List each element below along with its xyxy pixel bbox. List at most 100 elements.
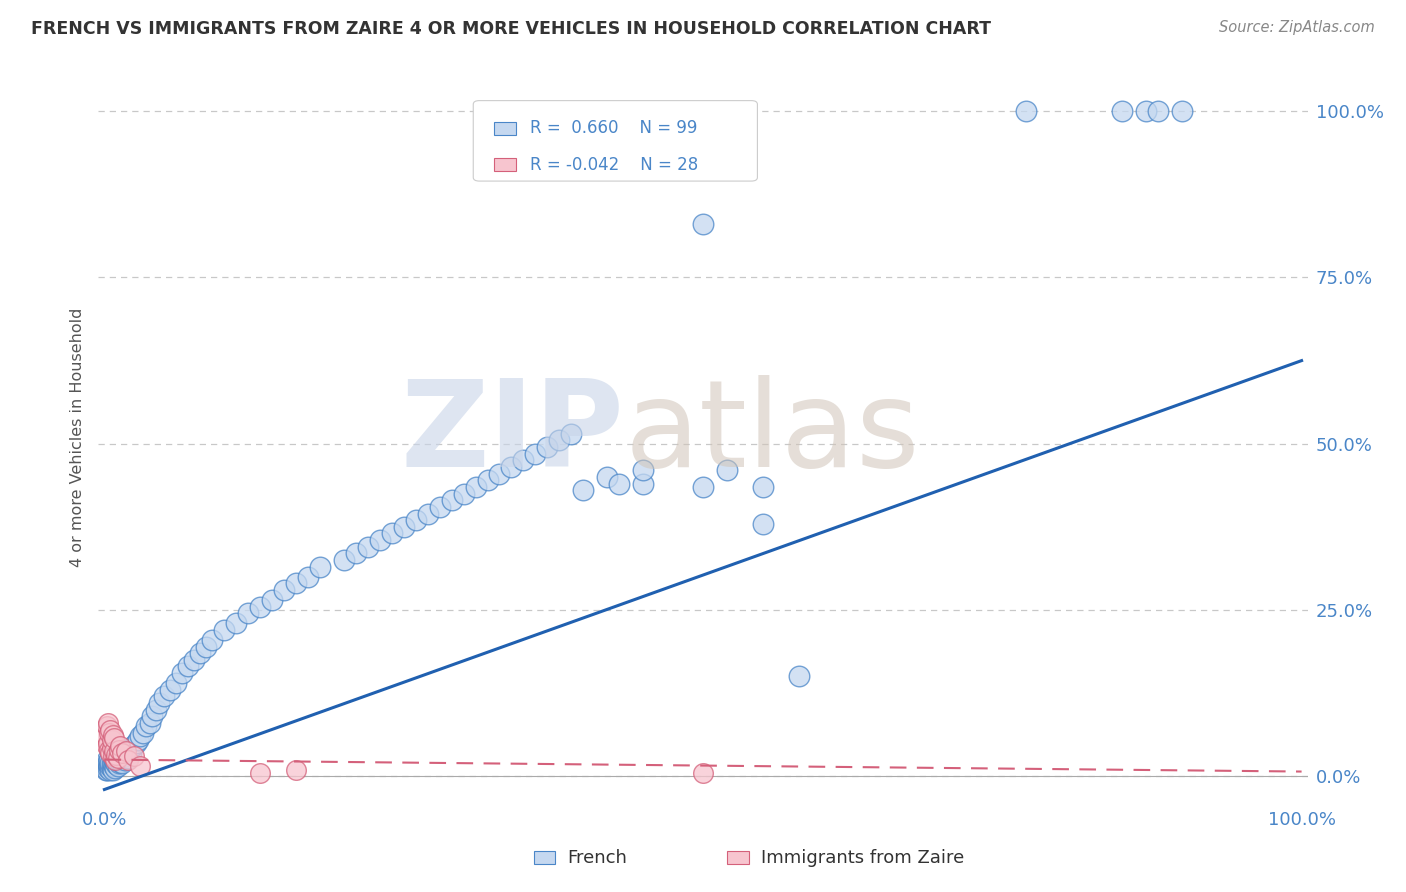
Point [159,682,181,697]
Point [101,763,124,777]
Point [236,607,259,621]
Point [212,623,235,637]
Point [105,757,128,772]
Point [1135,104,1157,119]
Point [129,729,152,743]
Point [100,741,122,756]
Point [132,726,155,740]
Point [188,646,211,660]
FancyBboxPatch shape [474,101,758,181]
Point [129,759,152,773]
Point [104,753,127,767]
Point [752,480,775,494]
Point [117,750,139,764]
Text: FRENCH VS IMMIGRANTS FROM ZAIRE 4 OR MORE VEHICLES IN HOUSEHOLD CORRELATION CHAR: FRENCH VS IMMIGRANTS FROM ZAIRE 4 OR MOR… [31,20,991,37]
Point [96,763,118,777]
Point [139,716,162,731]
Point [1015,104,1038,119]
Point [120,746,142,760]
Text: atlas: atlas [624,375,920,491]
Point [560,426,582,441]
Point [536,440,558,454]
FancyBboxPatch shape [534,851,555,864]
Point [501,460,523,475]
Point [115,744,138,758]
FancyBboxPatch shape [494,122,516,135]
Point [98,742,121,756]
Text: French: French [568,848,627,867]
Point [148,696,170,710]
Point [172,666,194,681]
Point [692,765,714,780]
Point [524,447,547,461]
Point [96,756,118,770]
Point [631,476,654,491]
Point [107,756,129,770]
Point [195,640,218,654]
Point [111,756,134,770]
Point [453,486,475,500]
Point [104,761,127,775]
Point [98,759,121,773]
Point [94,759,117,773]
Y-axis label: 4 or more Vehicles in Household: 4 or more Vehicles in Household [70,308,86,566]
Point [122,739,145,754]
Point [103,731,125,745]
Point [100,759,122,773]
Point [100,763,122,777]
Point [100,756,122,770]
Point [96,719,118,733]
Point [716,463,738,477]
Point [309,559,332,574]
Point [112,749,135,764]
Point [115,749,138,764]
Point [381,526,404,541]
Point [225,616,247,631]
Point [416,507,439,521]
Point [440,493,463,508]
Point [98,753,121,767]
Point [110,753,132,767]
Point [548,434,571,448]
Point [596,470,619,484]
Point [98,726,121,740]
Point [1147,104,1170,119]
Point [101,728,124,742]
Text: R = -0.042    N = 28: R = -0.042 N = 28 [530,156,699,174]
Point [512,453,534,467]
Point [94,763,117,777]
Point [100,732,122,747]
Point [97,716,120,731]
Point [752,516,775,531]
Point [108,739,131,754]
Point [105,750,128,764]
Point [100,723,122,737]
Point [405,513,427,527]
Point [429,500,451,514]
Point [260,593,283,607]
Point [368,533,391,548]
Point [1111,104,1133,119]
Point [97,755,120,769]
Point [107,759,129,773]
Text: ZIP: ZIP [401,375,624,491]
Point [177,659,200,673]
FancyBboxPatch shape [727,851,749,864]
Text: Source: ZipAtlas.com: Source: ZipAtlas.com [1219,20,1375,35]
Point [107,750,129,764]
Point [96,739,118,754]
Point [100,761,122,775]
Point [104,755,127,769]
Point [165,676,187,690]
Point [97,761,120,775]
Point [101,756,124,770]
Point [284,576,307,591]
Point [297,570,319,584]
Point [284,763,307,777]
Point [631,463,654,477]
Point [115,746,138,760]
Point [464,480,486,494]
Point [692,480,714,494]
Point [572,483,595,498]
Point [145,703,167,717]
